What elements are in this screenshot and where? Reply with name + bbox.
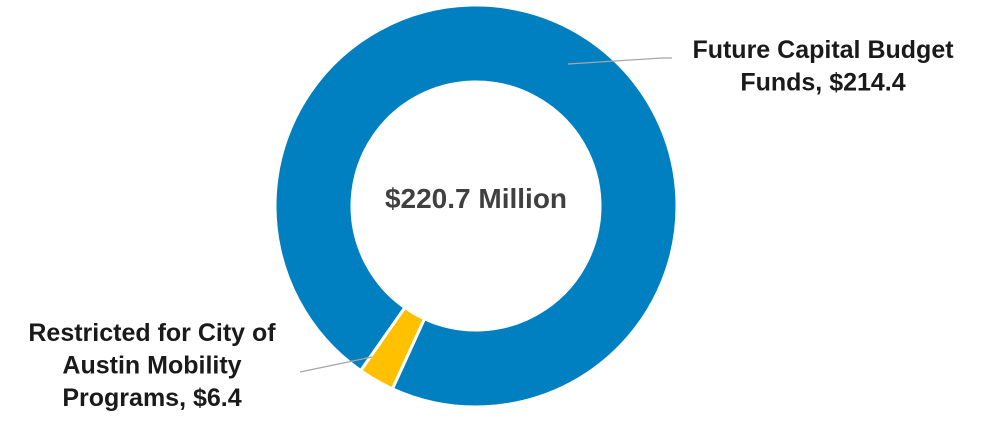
donut-slice-0: [273, 3, 679, 409]
leader-line-0: [567, 57, 672, 65]
slices-group: [273, 3, 679, 409]
data-label-1-line-0: Restricted for City of: [28, 319, 276, 347]
data-label-0-line-1: Funds, $214.4: [740, 69, 905, 97]
data-label-1: Restricted for City of Austin Mobility Pro…: [28, 319, 276, 412]
data-label-0-line-0: Future Capital Budget: [692, 36, 954, 64]
leader-line-1: [299, 356, 373, 373]
data-labels-group: Future Capital Budget Funds, $214.4 Restri…: [28, 36, 954, 412]
center-total-label: $220.7 Million: [385, 183, 567, 214]
data-label-1-line-2: Programs, $6.4: [62, 384, 241, 412]
leader-lines-group: [299, 57, 672, 373]
data-label-1-line-1: Austin Mobility: [62, 352, 241, 380]
donut-slice-1: [359, 306, 426, 391]
data-label-0: Future Capital Budget Funds, $214.4: [692, 36, 954, 97]
